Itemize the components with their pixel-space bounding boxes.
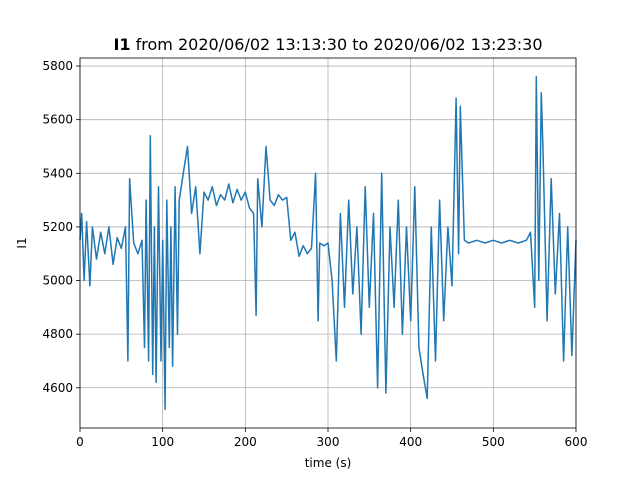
chart-title-bold: I1: [113, 35, 130, 54]
y-tick-label: 5200: [42, 220, 73, 234]
y-tick-label: 4600: [42, 381, 73, 395]
chart-title-rest: from 2020/06/02 13:13:30 to 2020/06/02 1…: [131, 35, 543, 54]
y-axis-ticks: 4600 4800 5000 5200 5400 5600 5800: [42, 59, 80, 395]
y-axis-label: I1: [15, 237, 29, 248]
series-line-i1: [79, 76, 577, 410]
chart-title: I1 from 2020/06/02 13:13:30 to 2020/06/0…: [113, 35, 542, 54]
y-tick-label: 5800: [42, 59, 73, 73]
x-axis-label: time (s): [305, 456, 352, 470]
x-tick-label: 300: [317, 435, 340, 449]
y-tick-label: 5600: [42, 113, 73, 127]
x-tick-label: 100: [151, 435, 174, 449]
x-tick-label: 200: [234, 435, 257, 449]
y-tick-label: 5400: [42, 166, 73, 180]
grid: [79, 58, 577, 428]
x-axis-ticks: 0 100 200 300 400 500 600: [76, 428, 587, 449]
x-tick-label: 500: [482, 435, 505, 449]
x-tick-label: 0: [76, 435, 84, 449]
x-tick-label: 400: [399, 435, 422, 449]
x-tick-label: 600: [565, 435, 588, 449]
y-tick-label: 4800: [42, 327, 73, 341]
y-tick-label: 5000: [42, 274, 73, 288]
